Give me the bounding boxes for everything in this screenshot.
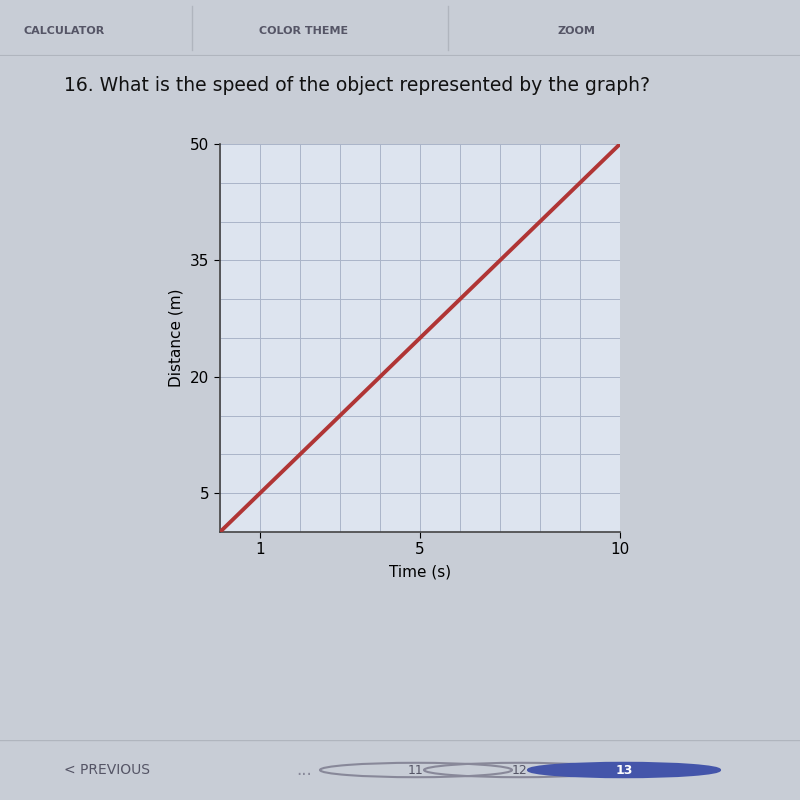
- Text: CALCULATOR: CALCULATOR: [23, 26, 105, 36]
- Text: < PREVIOUS: < PREVIOUS: [64, 763, 150, 777]
- X-axis label: Time (s): Time (s): [389, 564, 451, 579]
- Text: 12: 12: [512, 763, 528, 777]
- Circle shape: [528, 763, 720, 778]
- Text: 13: 13: [615, 763, 633, 777]
- Text: COLOR THEME: COLOR THEME: [259, 26, 349, 36]
- Text: ZOOM: ZOOM: [557, 26, 595, 36]
- Text: 16. What is the speed of the object represented by the graph?: 16. What is the speed of the object repr…: [64, 76, 650, 95]
- Text: 11: 11: [408, 763, 424, 777]
- Text: ...: ...: [296, 761, 312, 779]
- Y-axis label: Distance (m): Distance (m): [168, 289, 183, 387]
